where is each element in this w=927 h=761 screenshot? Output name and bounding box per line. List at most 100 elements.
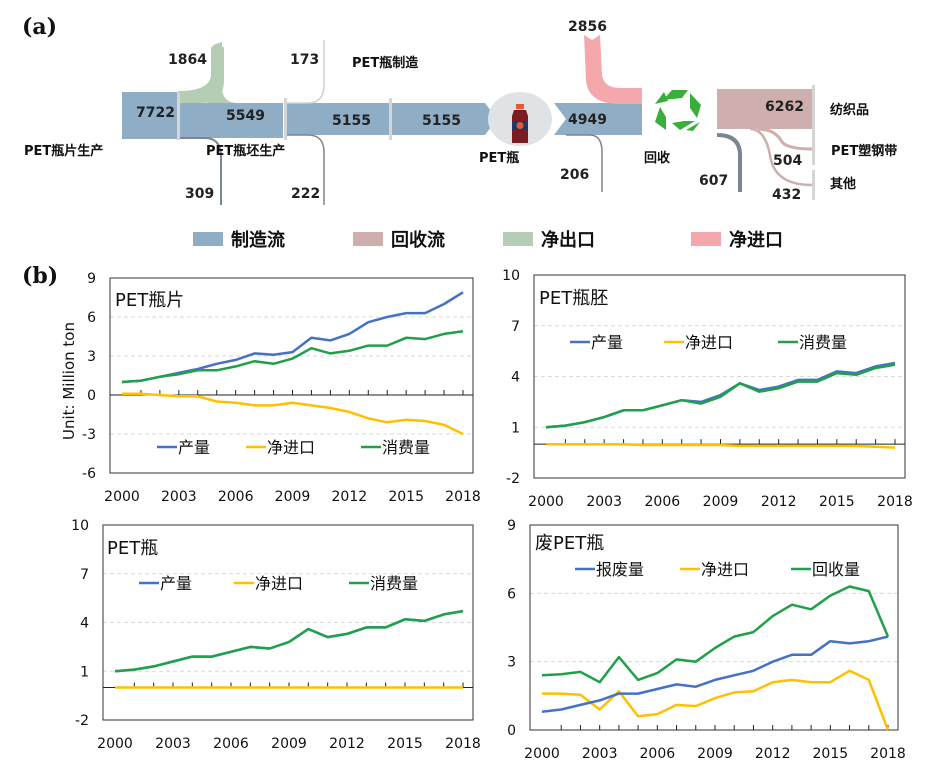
flow-flake-net-export-band (178, 44, 224, 103)
flow-bottle-making-1 (286, 103, 389, 135)
series-line-1 (122, 392, 464, 436)
legend-label: 净进口 (255, 574, 303, 593)
x-tick-label: 2015 (819, 494, 855, 510)
legend-label-manufacture: 制造流 (231, 230, 285, 251)
legend-swatch-net-import (691, 232, 721, 246)
y-tick-label: 4 (511, 370, 520, 386)
panel-b-label: (b) (22, 263, 59, 289)
flow-strap (757, 127, 813, 151)
y-tick-label: 6 (507, 586, 516, 602)
x-tick-label: 2006 (645, 494, 681, 510)
legend-label-net-import: 净进口 (729, 230, 783, 251)
series-line-2 (121, 330, 464, 384)
flow-preform-net-export (287, 40, 325, 104)
y-tick-label: 1 (80, 664, 89, 680)
legend-label: 消费量 (382, 438, 430, 457)
value-flake-loss: 309 (185, 186, 215, 202)
y-tick-label: 1 (511, 420, 520, 436)
y-tick-label: 9 (87, 271, 96, 287)
recycle-icon (655, 90, 701, 131)
node-bottle-making: PET瓶制造 (352, 56, 419, 71)
flow-bottle-making-2 (392, 103, 497, 135)
x-tick-label: 2003 (582, 746, 618, 761)
series-line-0 (121, 291, 464, 384)
x-tick-label: 2009 (703, 494, 739, 510)
x-tick-label: 2009 (697, 746, 733, 761)
flow-waste-loss (566, 134, 603, 192)
node-recycle: 回收 (644, 151, 671, 166)
node-flake-production: PET瓶片生产 (24, 144, 104, 159)
x-tick-label: 2018 (870, 746, 906, 761)
legend-label: 产量 (178, 438, 210, 457)
flow-waste-bottle (554, 103, 642, 135)
legend-label: 产量 (591, 333, 623, 352)
plot-frame (102, 524, 474, 721)
node-pet-bottle: PET瓶 (479, 151, 520, 166)
value-strap: 504 (773, 153, 803, 169)
legend-label: 消费量 (799, 333, 847, 352)
plot-frame (109, 277, 474, 474)
value-bottle-flow-2: 5155 (422, 113, 461, 129)
series-line-2 (541, 585, 890, 684)
plot-frame (533, 274, 906, 479)
y-tick-label: 10 (71, 518, 89, 534)
legend-swatch-manufacture (193, 232, 223, 246)
y-tick-label: 4 (80, 616, 89, 632)
x-tick-label: 2000 (528, 494, 564, 510)
legend-net-export: 净出口 (503, 226, 595, 252)
flow-flake-production (122, 92, 178, 139)
node-strap: PET塑钢带 (831, 144, 898, 159)
x-tick-label: 2012 (329, 736, 365, 752)
y-tick-label: -2 (506, 471, 520, 487)
value-preform-net-export: 173 (290, 52, 320, 68)
x-tick-label: 2018 (877, 494, 913, 510)
value-recycle-loss: 607 (699, 173, 729, 189)
legend-label: 报废量 (596, 560, 644, 579)
x-tick-label: 2012 (761, 494, 797, 510)
value-other: 432 (772, 187, 802, 203)
y-tick-label: 10 (502, 268, 520, 284)
y-tick-label: 0 (507, 723, 516, 739)
y-tick-label: 7 (80, 567, 89, 583)
legend-label-recycle: 回收流 (391, 230, 445, 251)
pet-bottle-icon (512, 104, 528, 143)
divider-preform (284, 98, 287, 140)
node-preform-production: PET瓶坯生产 (206, 144, 286, 159)
flow-net-import (584, 35, 642, 104)
flow-preform (180, 103, 283, 138)
chart-title: 废PET瓶 (535, 533, 604, 554)
value-preform-flow: 5549 (226, 108, 265, 124)
value-waste-loss: 206 (560, 167, 590, 183)
y-tick-label: -6 (82, 466, 96, 482)
x-tick-label: 2000 (97, 736, 133, 752)
flow-other (749, 127, 813, 187)
divider-other (812, 170, 815, 200)
value-preform-loss: 222 (291, 186, 321, 202)
value-bottle-flow-1: 5155 (332, 113, 371, 129)
series-line-2 (114, 609, 464, 673)
y-tick-label: 0 (87, 388, 96, 404)
x-tick-label: 2006 (640, 746, 676, 761)
x-tick-label: 2012 (332, 489, 368, 505)
panel-a-label: (a) (22, 14, 58, 40)
y-tick-label: 3 (507, 655, 516, 671)
legend-recycle: 回收流 (353, 226, 445, 252)
line-charts: 9 6 3 0 -3 -6 2000 2003 2006 2009 2012 2015 2018 PET瓶… (71, 268, 913, 761)
node-textile: 纺织品 (830, 103, 870, 118)
legend-manufacture: 制造流 (193, 226, 285, 252)
legend-swatch-net-export (503, 232, 533, 246)
value-flake-production: 7722 (136, 105, 175, 121)
x-tick-label: 2018 (445, 489, 481, 505)
x-tick-label: 2006 (213, 736, 249, 752)
x-tick-label: 2015 (387, 736, 423, 752)
x-tick-label: 2003 (155, 736, 191, 752)
chart-title: PET瓶胚 (539, 288, 608, 309)
series-line-1 (546, 442, 896, 449)
value-waste-bottle: 4949 (568, 112, 607, 128)
x-tick-label: 2006 (218, 489, 254, 505)
x-tick-label: 2015 (813, 746, 849, 761)
y-tick-label: -2 (75, 713, 89, 729)
x-tick-label: 2012 (755, 746, 791, 761)
plot-frame (529, 524, 899, 731)
x-tick-label: 2009 (275, 489, 311, 505)
